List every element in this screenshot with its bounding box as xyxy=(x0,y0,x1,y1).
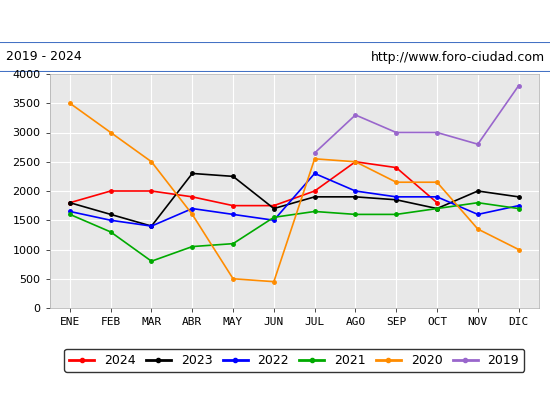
Text: http://www.foro-ciudad.com: http://www.foro-ciudad.com xyxy=(370,50,544,64)
Text: Evolucion Nº Turistas Nacionales en el municipio de La Roda de Andalucía: Evolucion Nº Turistas Nacionales en el m… xyxy=(0,14,550,28)
Legend: 2024, 2023, 2022, 2021, 2020, 2019: 2024, 2023, 2022, 2021, 2020, 2019 xyxy=(64,349,524,372)
Text: 2019 - 2024: 2019 - 2024 xyxy=(6,50,81,64)
